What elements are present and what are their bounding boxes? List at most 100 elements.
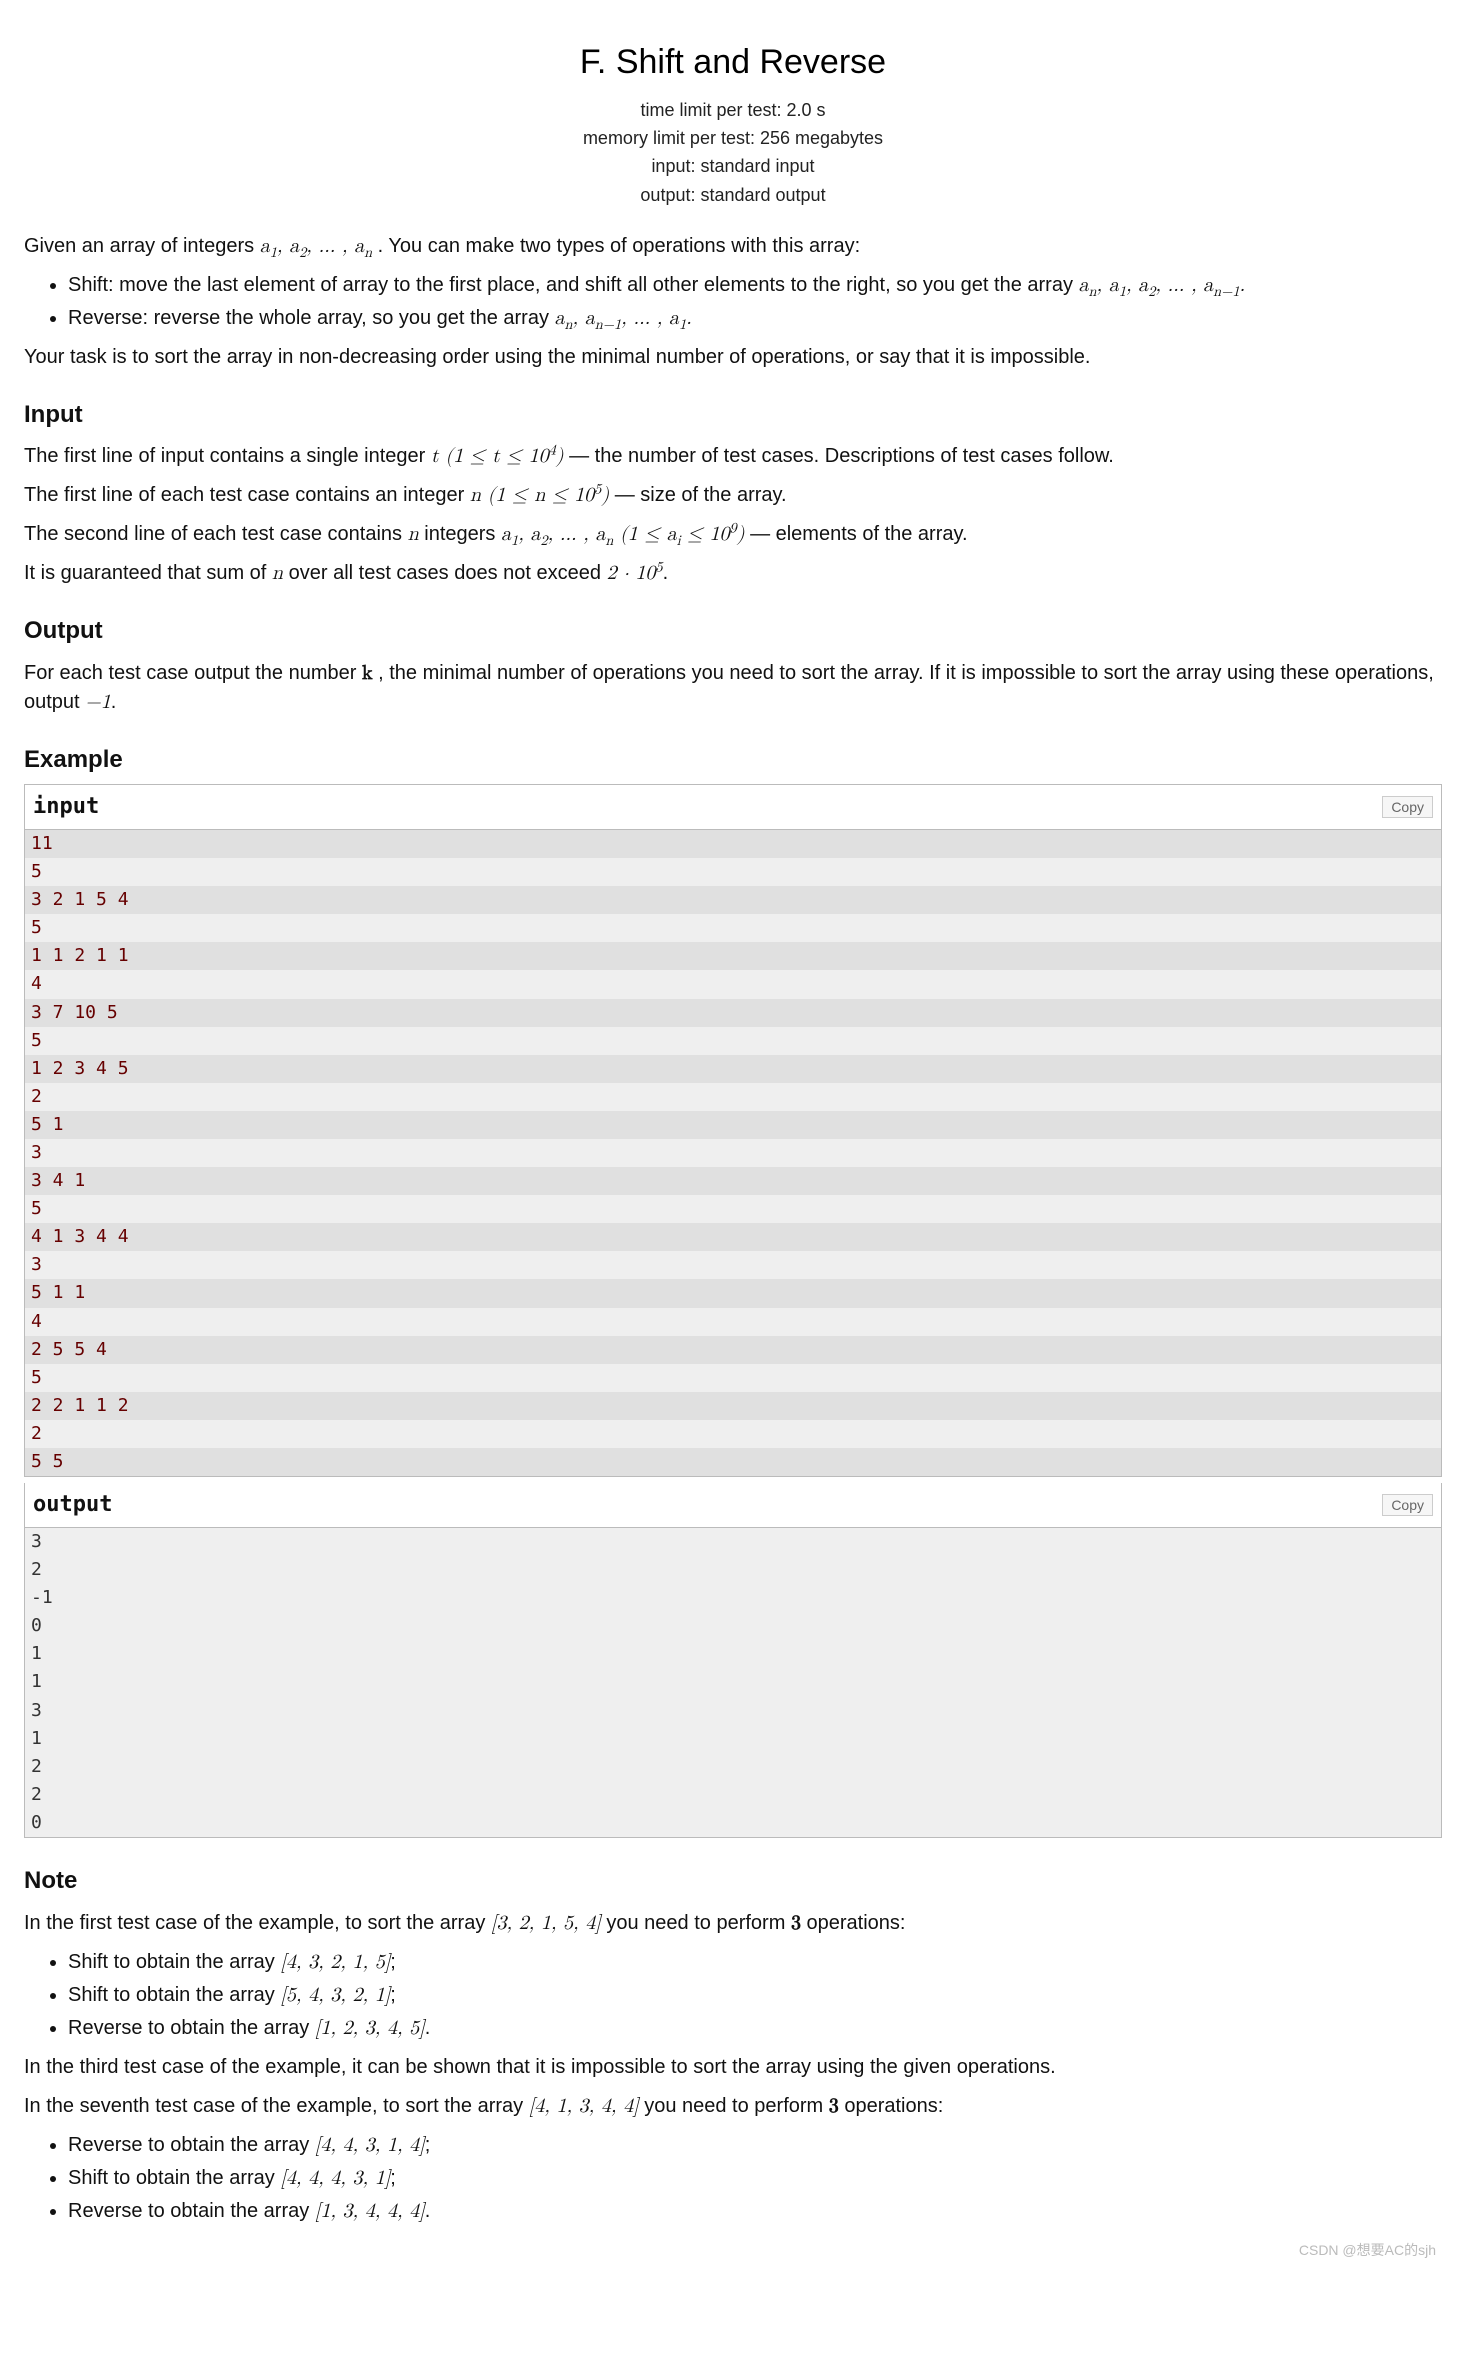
io-line: 3 [25, 1697, 1441, 1725]
input-p1-b: — the number of test cases. Descriptions… [569, 445, 1114, 467]
io-line: 2 [25, 1753, 1441, 1781]
io-line: 5 [25, 1364, 1441, 1392]
io-line: 0 [25, 1809, 1441, 1837]
intro-math: a1, a2, … , an [260, 236, 372, 256]
input-heading: Input [24, 398, 1442, 433]
note1-li2-a: Shift to obtain the array [68, 1984, 280, 2006]
input-p2-b: — size of the array. [615, 484, 787, 506]
problem-statement: F. Shift and Reverse time limit per test… [24, 38, 1442, 2226]
io-line: 1 2 3 4 5 [25, 1055, 1441, 1083]
output-p1-a: For each test case output the number [24, 662, 362, 684]
note-p3: In the seventh test case of the example,… [24, 2092, 1442, 2121]
note3-li3: Reverse to obtain the array [1, 3, 4, 4,… [68, 2197, 1442, 2226]
copy-output-button[interactable]: Copy [1382, 1494, 1433, 1516]
operation-reverse: Reverse: reverse the whole array, so you… [68, 304, 1442, 333]
io-line: 2 [25, 1420, 1441, 1448]
output-p1: For each test case output the number k ,… [24, 659, 1442, 717]
io-line: 3 [25, 1528, 1441, 1556]
io-line: 2 [25, 1083, 1441, 1111]
problem-title: F. Shift and Reverse [24, 38, 1442, 87]
io-line: 3 2 1 5 4 [25, 886, 1441, 914]
io-line: 5 [25, 1195, 1441, 1223]
note3-li2-arr: [4, 4, 4, 3, 1] [280, 2168, 390, 2188]
note1-li1-a: Shift to obtain the array [68, 1951, 280, 1973]
io-line: 0 [25, 1612, 1441, 1640]
input-p4-b: over all test cases does not exceed [289, 562, 607, 584]
input-p3-a: The second line of each test case contai… [24, 523, 408, 545]
note-p1: In the first test case of the example, t… [24, 1909, 1442, 1938]
io-line: 4 [25, 970, 1441, 998]
note-p3-arr: [4, 1, 3, 4, 4] [529, 2096, 639, 2116]
note-p2: In the third test case of the example, i… [24, 2053, 1442, 2082]
example-input-body: 1153 2 1 5 451 1 2 1 143 7 10 551 2 3 4 … [25, 830, 1441, 1476]
note3-li2: Shift to obtain the array [4, 4, 4, 3, 1… [68, 2164, 1442, 2193]
input-p2-a: The first line of each test case contain… [24, 484, 470, 506]
watermark: CSDN @想要AC的sjh [1299, 2240, 1436, 2260]
note-p3-k: 3 [829, 2096, 839, 2116]
example-heading: Example [24, 743, 1442, 778]
note-p1-c: operations: [807, 1912, 906, 1934]
note3-li3-arr: [1, 3, 4, 4, 4] [315, 2201, 425, 2221]
example-output-body: 32-101131220 [25, 1528, 1441, 1837]
example-output-header: output Copy [25, 1483, 1441, 1528]
note1-list: Shift to obtain the array [4, 3, 2, 1, 5… [24, 1948, 1442, 2043]
output-file: output: standard output [24, 182, 1442, 208]
io-line: 5 [25, 858, 1441, 886]
note-p3-b: you need to perform [644, 2095, 829, 2117]
io-line: 3 [25, 1139, 1441, 1167]
input-p4: It is guaranteed that sum of n over all … [24, 559, 1442, 588]
intro-tail: . You can make two types of operations w… [378, 235, 860, 257]
io-line: 3 4 1 [25, 1167, 1441, 1195]
output-label: output [33, 1489, 112, 1521]
io-line: 1 1 2 1 1 [25, 942, 1441, 970]
io-line: 5 1 [25, 1111, 1441, 1139]
op-reverse-math: an, an−1, … , a1. [555, 308, 692, 328]
note1-li2: Shift to obtain the array [5, 4, 3, 2, 1… [68, 1981, 1442, 2010]
io-line: 1 [25, 1725, 1441, 1753]
note1-li2-arr: [5, 4, 3, 2, 1] [280, 1985, 390, 2005]
io-line: 4 1 3 4 4 [25, 1223, 1441, 1251]
note-p1-a: In the first test case of the example, t… [24, 1912, 491, 1934]
note3-li2-a: Shift to obtain the array [68, 2167, 280, 2189]
intro-paragraph: Given an array of integers a1, a2, … , a… [24, 232, 1442, 261]
note3-li1-a: Reverse to obtain the array [68, 2134, 315, 2156]
task-paragraph: Your task is to sort the array in non-de… [24, 343, 1442, 372]
input-t: t (1 ≤ t ≤ 104) [431, 446, 564, 466]
input-n: n (1 ≤ n ≤ 105) [470, 485, 609, 505]
output-k: k [362, 663, 373, 683]
note3-li1: Reverse to obtain the array [4, 4, 3, 1,… [68, 2131, 1442, 2160]
intro-text: Given an array of integers [24, 235, 260, 257]
note-p3-c: operations: [844, 2095, 943, 2117]
note1-li1: Shift to obtain the array [4, 3, 2, 1, 5… [68, 1948, 1442, 1977]
io-line: 2 5 5 4 [25, 1336, 1441, 1364]
input-sum-n: n [272, 563, 283, 583]
io-line: 1 [25, 1640, 1441, 1668]
input-p1-a: The first line of input contains a singl… [24, 445, 431, 467]
note-p1-k: 3 [791, 1913, 801, 1933]
note-heading: Note [24, 1864, 1442, 1899]
note1-li1-arr: [4, 3, 2, 1, 5] [280, 1952, 390, 1972]
io-line: 1 [25, 1668, 1441, 1696]
output-neg1: −1 [85, 692, 111, 712]
copy-input-button[interactable]: Copy [1382, 796, 1433, 818]
note3-li3-a: Reverse to obtain the array [68, 2200, 315, 2222]
io-line: 3 7 10 5 [25, 999, 1441, 1027]
io-line: 3 [25, 1251, 1441, 1279]
example-input-block: input Copy 1153 2 1 5 451 1 2 1 143 7 10… [24, 784, 1442, 1477]
input-label: input [33, 791, 99, 823]
io-line: 11 [25, 830, 1441, 858]
io-line: -1 [25, 1584, 1441, 1612]
io-line: 5 [25, 914, 1441, 942]
operation-shift: Shift: move the last element of array to… [68, 271, 1442, 300]
problem-meta: time limit per test: 2.0 s memory limit … [24, 97, 1442, 207]
note1-li3-a: Reverse to obtain the array [68, 2017, 315, 2039]
input-p2: The first line of each test case contain… [24, 481, 1442, 510]
memory-limit: memory limit per test: 256 megabytes [24, 125, 1442, 151]
io-line: 4 [25, 1308, 1441, 1336]
input-p3-c: — elements of the array. [750, 523, 968, 545]
io-line: 2 2 1 1 2 [25, 1392, 1441, 1420]
input-file: input: standard input [24, 153, 1442, 179]
io-line: 2 [25, 1556, 1441, 1584]
note-p3-a: In the seventh test case of the example,… [24, 2095, 529, 2117]
input-p1: The first line of input contains a singl… [24, 442, 1442, 471]
